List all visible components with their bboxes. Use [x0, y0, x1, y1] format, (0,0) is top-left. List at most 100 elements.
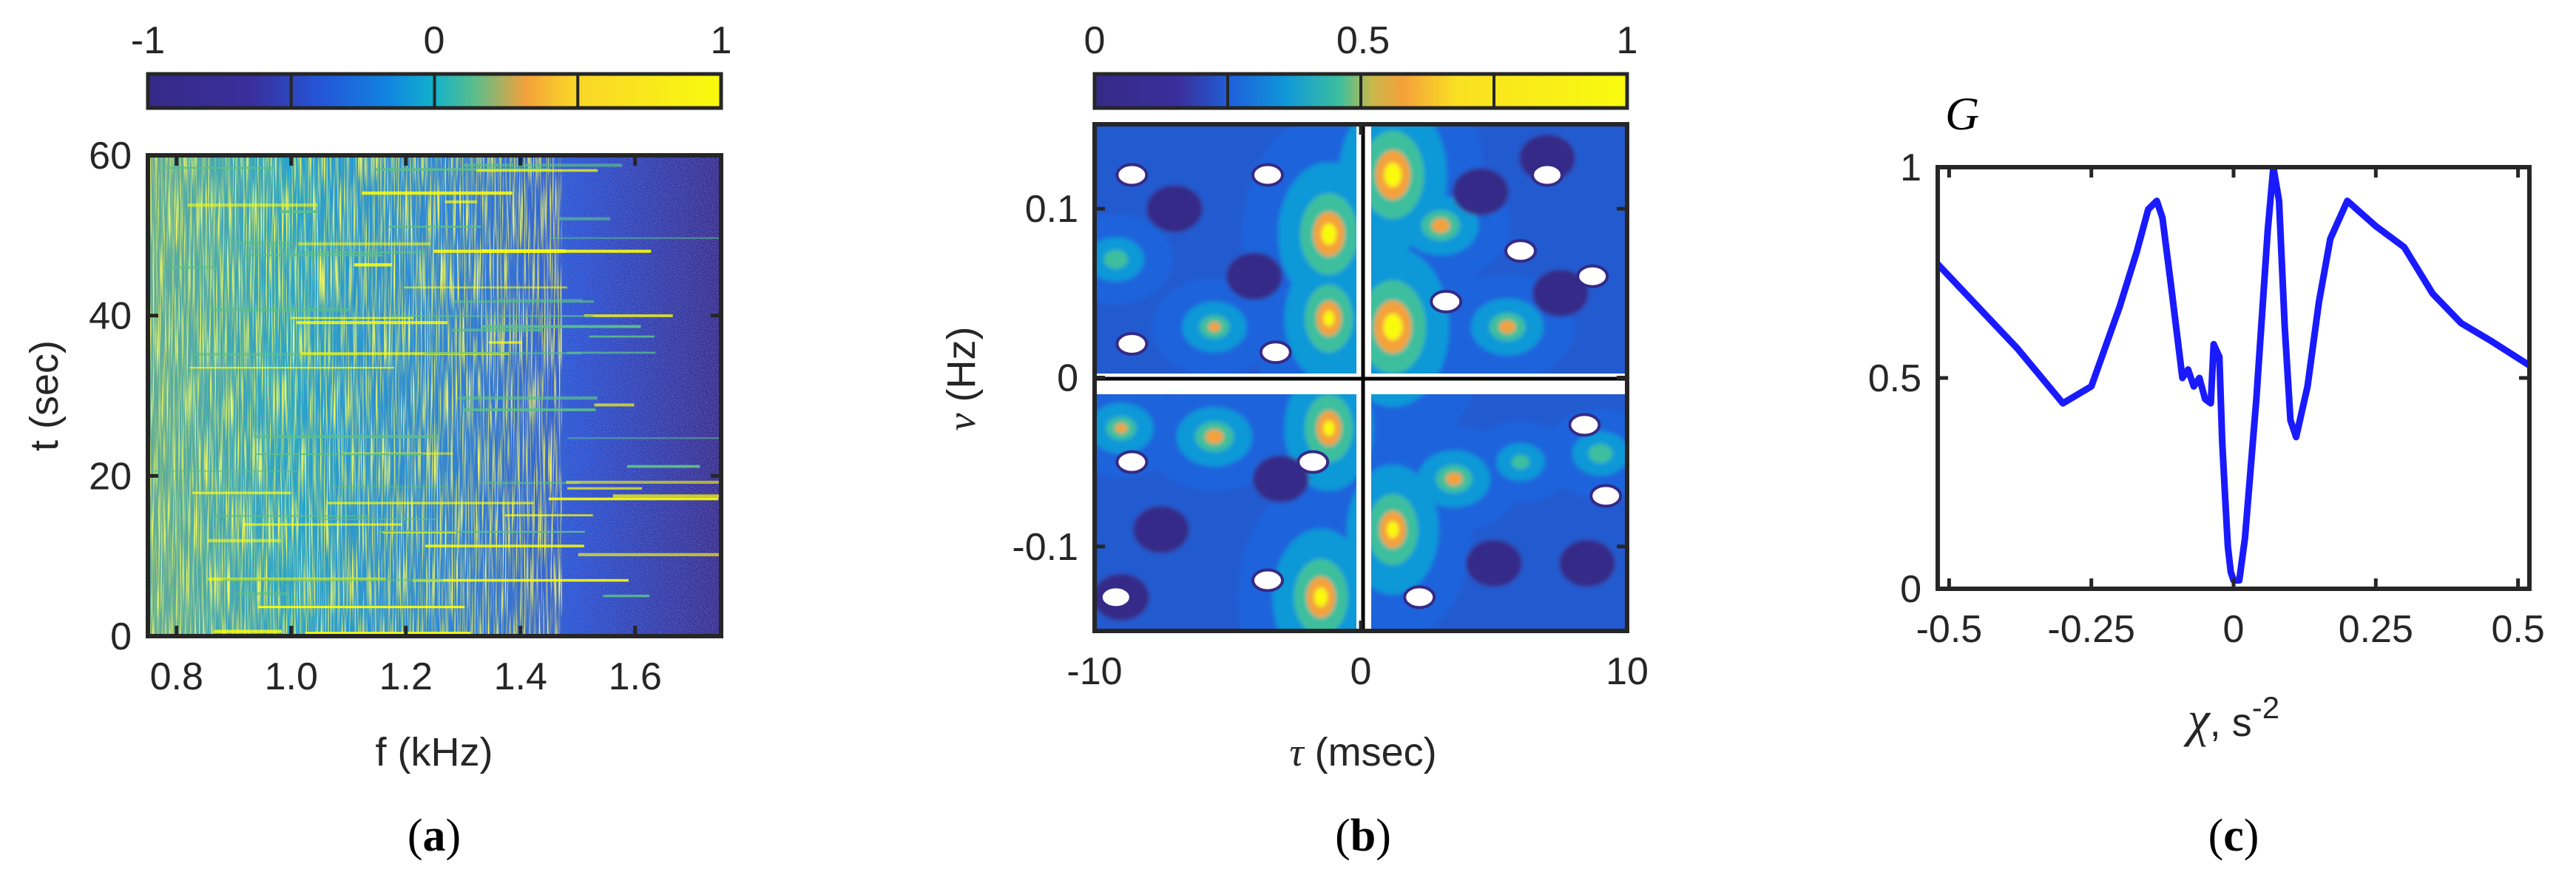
contour-b-blob [1445, 472, 1463, 486]
contour-b-hole [1259, 340, 1292, 365]
heatmap-a-streak [297, 242, 431, 246]
axes-c-ytick-label: 1 [1900, 146, 1921, 189]
contour-b-low [1466, 539, 1522, 587]
contour-b-low [1226, 252, 1282, 300]
heatmap-a-streak [388, 226, 481, 228]
panel-label-a: (a) [408, 811, 461, 861]
panel-label-c: (c) [2208, 811, 2259, 861]
heatmap-a-streak [425, 544, 584, 548]
contour-b-low [1559, 539, 1615, 587]
heatmap-a-streak [504, 514, 593, 517]
colorbar-b-frame [1092, 72, 1629, 110]
contour-b-hole [1504, 239, 1537, 263]
axes-a-xtick-label: 0.8 [150, 655, 203, 698]
axes-c-ytick-label: 0 [1900, 568, 1921, 611]
contour-b-hole [1531, 163, 1563, 187]
contour-b-blob [1115, 423, 1128, 433]
heatmap-a-streak [389, 315, 594, 317]
heatmap-a-streak [192, 491, 291, 495]
contour-b-hole [1568, 413, 1601, 437]
contour-b-blob [1323, 311, 1335, 326]
axes-b-xtick-label: 10 [1606, 650, 1649, 693]
colorbar-a-frame [146, 72, 723, 110]
heatmap-a-streak [567, 487, 643, 490]
axes-b-xtick-label: 0 [1350, 650, 1372, 693]
heatmap-a-streak [208, 538, 281, 543]
heatmap-a-streak [566, 480, 721, 484]
heatmap-a-streak [192, 352, 356, 357]
heatmap-a-streak [316, 518, 438, 521]
panel-c: -0.5 -0.25 0 0.25 0.5 0 0.5 1 G χ, s-2 (c) [1868, 87, 2545, 861]
axes-a-ytick-label: 20 [89, 455, 132, 498]
panel-label-b: (b) [1335, 811, 1391, 861]
axes-b-ytick-label: -0.1 [1012, 526, 1078, 569]
axes-c-title: G [1945, 87, 1979, 140]
heatmap-a-streak [463, 408, 596, 411]
heatmap-a-streak [187, 203, 318, 207]
axes-c-xtick-label: 0.5 [2491, 608, 2544, 651]
contour-b-low [1253, 455, 1309, 503]
heatmap-a-streak [594, 403, 635, 407]
contour-b-low [1133, 506, 1189, 553]
contour-b [1095, 124, 1627, 631]
heatmap-a-streak [382, 532, 457, 534]
axes-c-xtick-label: 0 [2223, 608, 2245, 651]
contour-b-blob [1314, 587, 1328, 607]
axes-a-xtick-label: 1.0 [265, 655, 318, 698]
axes-a-xtick-label: 1.6 [609, 655, 662, 698]
heatmap-a-streak [334, 485, 445, 488]
heatmap-a-streak [458, 396, 598, 400]
heatmap-a-streak [211, 308, 351, 311]
heatmap-a-streak [362, 191, 513, 195]
contour-b-blob [1323, 420, 1335, 436]
heatmap-a-streak [279, 210, 318, 213]
contour-b-low [1146, 185, 1203, 233]
heatmap-a-streak [375, 168, 550, 171]
contour-b-blob [1387, 521, 1399, 538]
heatmap-a-streak [578, 553, 721, 556]
heatmap-a-streak [152, 470, 299, 473]
heatmap-a-streak [463, 163, 623, 167]
heatmap-a-streak [425, 352, 582, 354]
contour-b-blob [1511, 455, 1530, 470]
contour-b-blob [1383, 314, 1402, 340]
axes-a-xtick-label: 1.2 [379, 655, 433, 698]
heatmap-a-streak [296, 321, 448, 325]
axes-a-frame [146, 153, 723, 638]
axes-b-xlabel: τ (msec) [1289, 730, 1436, 774]
heatmap-a-streak [567, 437, 721, 439]
heatmap-a-streak [626, 465, 700, 468]
panel-b: 0 0.5 1 -10 0 10-0.100.1 τ (msec) ν (Hz) (… [939, 19, 1649, 861]
axes-a-ytick-label: 60 [89, 135, 132, 178]
heatmap-a-streak [255, 453, 425, 456]
series-g-line [1938, 167, 2529, 584]
heatmap-a-streak [567, 351, 656, 354]
heatmap-a-bright-streaks [148, 155, 562, 636]
heatmap-a-streak [433, 249, 652, 253]
heatmap-a-streak [163, 166, 274, 169]
heatmap-a-streak [412, 578, 629, 582]
colorbar-b-tick-mid: 0.5 [1336, 19, 1390, 62]
heatmap-a-streak [189, 367, 394, 369]
axes-c-xtick-label: 0.25 [2339, 608, 2413, 651]
heatmap-a-streak [589, 335, 655, 338]
heatmap-a-streak [303, 251, 425, 254]
contour-b-low [1453, 168, 1509, 216]
contour-b-blob [1103, 249, 1129, 269]
contour-b-hole [1115, 331, 1149, 356]
heatmap-a-streak [548, 497, 719, 501]
heatmap-a [148, 155, 721, 636]
axes-c-xtick-label: -0.25 [2047, 608, 2135, 651]
heatmap-a-streak [290, 317, 414, 320]
heatmap-a-streak [584, 314, 673, 317]
heatmap-a-streak [481, 325, 641, 328]
colorbar-a-tick-mid: 0 [424, 19, 445, 62]
contour-b-low [1532, 269, 1589, 317]
contour-b-hole [1115, 163, 1149, 187]
contour-b-hole [1115, 450, 1149, 474]
heatmap-a-streak [488, 341, 523, 344]
heatmap-a-streak [549, 237, 721, 240]
axes-b-xtick-label: -10 [1066, 650, 1122, 693]
contour-b-hole [1403, 585, 1436, 609]
